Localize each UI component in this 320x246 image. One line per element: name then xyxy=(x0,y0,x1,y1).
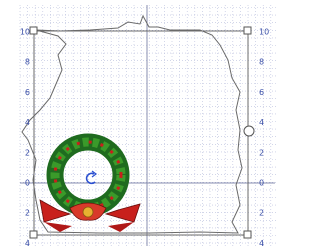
resize-handle[interactable] xyxy=(30,231,37,238)
right-ruler-label: 6 xyxy=(259,88,264,97)
right-ruler-label: 0 xyxy=(259,179,264,188)
resize-handle[interactable] xyxy=(244,231,251,238)
rotate-handle[interactable] xyxy=(244,126,254,136)
resize-handle[interactable] xyxy=(244,27,251,34)
left-ruler-label: 6 xyxy=(25,88,30,97)
page: 108642024108642024 (() => { const data =… xyxy=(0,0,320,246)
left-ruler-label: 4 xyxy=(25,118,30,127)
right-ruler-label: 2 xyxy=(259,148,264,157)
drawing-canvas: 10 8 6 4 2 0 2 4 10 8 6 4 2 0 2 4 xyxy=(0,0,286,246)
left-ruler-label: 0 xyxy=(25,179,30,188)
left-ruler-label: 10 xyxy=(20,28,30,37)
left-ruler-label: 2 xyxy=(25,209,30,218)
right-ruler-label: 2 xyxy=(259,209,264,218)
left-ruler-label: 4 xyxy=(25,239,30,246)
right-ruler-label: 10 xyxy=(259,28,269,37)
right-ruler-label: 8 xyxy=(259,58,264,67)
right-ruler-label: 4 xyxy=(259,239,264,246)
resize-handle[interactable] xyxy=(30,27,37,34)
right-ruler-label: 4 xyxy=(259,118,264,127)
left-ruler-label: 2 xyxy=(25,148,30,157)
left-ruler-label: 8 xyxy=(25,58,30,67)
